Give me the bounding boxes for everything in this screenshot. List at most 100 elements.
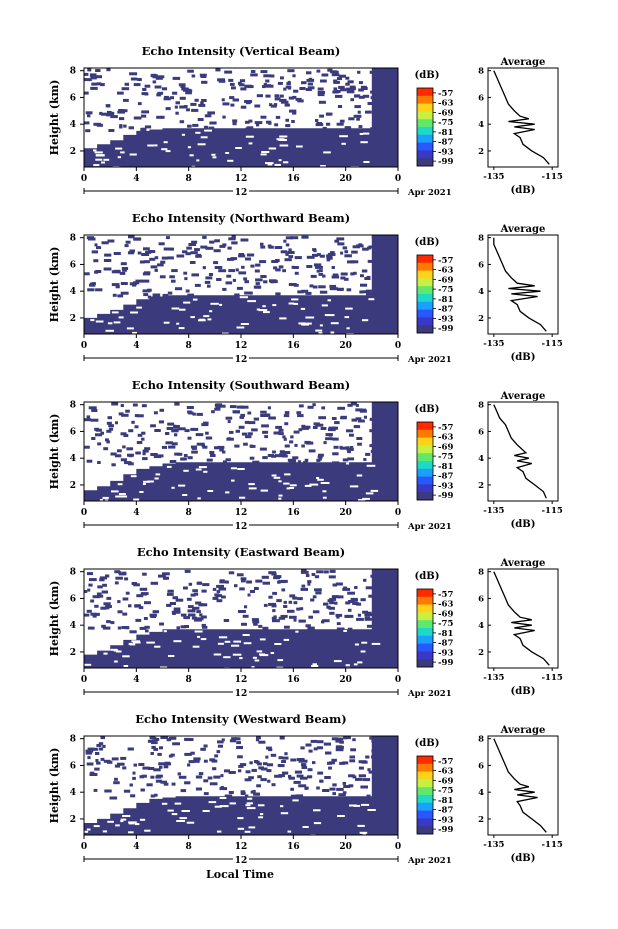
echo-speckle <box>212 587 217 591</box>
echo-gap <box>179 308 186 311</box>
x-tick-label: 16 <box>287 174 300 184</box>
echo-speckle <box>188 243 195 246</box>
echo-speckle <box>265 94 271 98</box>
echo-speckle <box>301 766 308 769</box>
colorbar-swatch <box>417 589 433 598</box>
echo-gap <box>107 820 114 823</box>
echo-speckle <box>106 68 111 72</box>
echo-speckle <box>255 282 260 286</box>
echo-gap <box>161 148 168 151</box>
echo-speckle <box>185 252 191 256</box>
echo-speckle <box>241 432 248 436</box>
echo-speckle <box>175 598 184 602</box>
echo-speckle <box>115 576 123 580</box>
echo-speckle <box>89 73 97 77</box>
echo-speckle <box>191 240 198 244</box>
echo-speckle <box>245 770 251 774</box>
echo-speckle <box>325 433 333 437</box>
echo-speckle <box>188 411 194 415</box>
echo-speckle <box>195 254 202 258</box>
echo-speckle <box>141 114 147 118</box>
echo-speckle <box>90 418 99 422</box>
y-tick-label: 6 <box>70 260 76 270</box>
average-frame <box>487 401 559 502</box>
echo-speckle <box>214 754 219 758</box>
echo-speckle <box>290 435 294 439</box>
echo-speckle <box>121 87 130 91</box>
x-tick-label: 0 <box>395 341 401 351</box>
echo-speckle <box>137 433 143 437</box>
echo-speckle <box>122 597 129 601</box>
echo-speckle <box>244 794 249 798</box>
echo-speckle <box>370 127 374 131</box>
echo-gap <box>349 804 357 807</box>
echo-speckle <box>319 779 323 783</box>
average-x-tick-label: -135 <box>483 840 504 850</box>
echo-speckle <box>371 739 379 743</box>
echo-speckle <box>194 98 199 102</box>
colorbar-unit: (dB) <box>415 237 440 248</box>
echo-speckle <box>187 436 192 440</box>
echo-gap <box>168 655 175 657</box>
echo-gap <box>174 802 182 805</box>
echo-speckle <box>219 580 227 584</box>
echo-speckle <box>346 90 355 94</box>
echo-speckle <box>190 427 199 431</box>
echo-speckle <box>244 420 250 424</box>
echo-gap <box>258 816 264 819</box>
echo-speckle <box>117 294 124 298</box>
echo-gap <box>166 465 172 468</box>
echo-gap <box>212 156 217 159</box>
echo-gap <box>272 304 277 307</box>
echo-speckle <box>164 761 171 765</box>
colorbar-swatch <box>417 127 433 136</box>
echo-speckle <box>122 612 128 616</box>
echo-speckle <box>217 78 225 82</box>
panel-0: Echo Intensity (Vertical Beam)0 4 8 12 16 20 0… <box>48 44 563 198</box>
echo-speckle <box>216 278 222 281</box>
echo-speckle <box>179 105 187 109</box>
echo-gap <box>267 163 273 166</box>
average-profile-line <box>493 404 547 499</box>
average-y-tick-label: 2 <box>478 648 484 658</box>
echo-gap <box>147 144 155 147</box>
echo-speckle <box>196 442 205 446</box>
echo-gap <box>270 652 275 654</box>
echo-gap <box>176 322 180 325</box>
echo-speckle <box>272 591 277 595</box>
echo-speckle <box>232 119 238 123</box>
echo-speckle <box>332 783 337 787</box>
echo-speckle <box>298 759 302 763</box>
echo-speckle <box>109 111 115 115</box>
echo-speckle <box>174 105 178 109</box>
echo-speckle <box>129 249 135 253</box>
echo-speckle <box>367 259 374 263</box>
echo-speckle <box>279 736 285 740</box>
echo-gap <box>129 643 136 646</box>
echo-speckle <box>315 265 323 269</box>
echo-gap <box>322 490 327 493</box>
x-tick-label: 20 <box>339 508 352 518</box>
echo-gap <box>280 812 289 815</box>
echo-speckle <box>282 756 289 760</box>
panel-title: Echo Intensity (Vertical Beam) <box>142 44 341 58</box>
echo-speckle <box>329 569 336 573</box>
echo-gap <box>186 821 195 824</box>
echo-speckle <box>209 240 215 244</box>
colorbar-swatch <box>417 612 433 621</box>
colorbar-swatch <box>417 818 433 827</box>
echo-speckle <box>139 260 145 264</box>
echo-speckle <box>277 764 283 767</box>
echo-speckle <box>87 114 91 118</box>
echo-speckle <box>205 431 209 435</box>
colorbar-tick-label: -81 <box>438 128 453 138</box>
echo-speckle <box>312 610 320 614</box>
colorbar-tick-label: -69 <box>438 609 453 619</box>
echo-speckle <box>323 742 331 746</box>
echo-gap <box>95 158 103 161</box>
colorbar-tick-label: -81 <box>438 796 453 806</box>
echo-speckle <box>313 747 318 751</box>
echo-speckle <box>86 762 94 766</box>
echo-speckle <box>311 573 316 576</box>
echo-speckle <box>353 425 361 429</box>
